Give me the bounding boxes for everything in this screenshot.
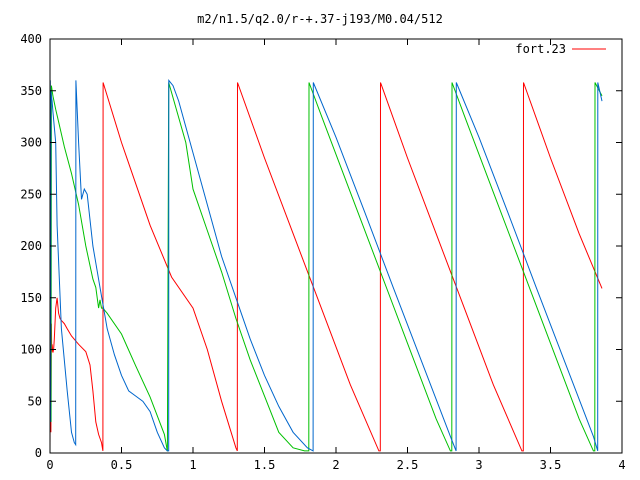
x-tick-label: 1.5 — [254, 458, 276, 472]
series-line-1 — [49, 82, 603, 452]
x-tick-label: 3.5 — [540, 458, 562, 472]
y-tick-label: 0 — [35, 446, 42, 460]
plot-frame — [49, 38, 623, 454]
y-tick-label: 100 — [20, 343, 42, 357]
x-tick-label: 3 — [475, 458, 482, 472]
y-tick-label: 300 — [20, 136, 42, 150]
series-line-3 — [49, 78, 603, 452]
series-layer — [49, 78, 603, 452]
y-tick-label: 50 — [28, 394, 42, 408]
x-tick-label: 0.5 — [111, 458, 133, 472]
x-tick-label: 2 — [332, 458, 339, 472]
x-tick-label: 2.5 — [397, 458, 419, 472]
y-tick-label: 250 — [20, 187, 42, 201]
legend: fort.23 — [515, 42, 606, 56]
y-tick-label: 150 — [20, 291, 42, 305]
x-tick-label: 4 — [618, 458, 625, 472]
legend-label: fort.23 — [515, 42, 566, 56]
x-tick-label: 0 — [46, 458, 53, 472]
x-tick-label: 1 — [189, 458, 196, 472]
axes-layer: 0 0.5 1 1.5 2 2.5 3 3.5 4 0 50 100 150 200 250 300 350 40… — [20, 32, 625, 472]
y-tick-label: 350 — [20, 84, 42, 98]
chart-title: m2/n1.5/q2.0/r-+.37-j193/M0.04/512 — [197, 12, 443, 26]
y-tick-label: 200 — [20, 239, 42, 253]
series-line-2 — [49, 82, 603, 452]
y-tick-label: 400 — [20, 32, 42, 46]
